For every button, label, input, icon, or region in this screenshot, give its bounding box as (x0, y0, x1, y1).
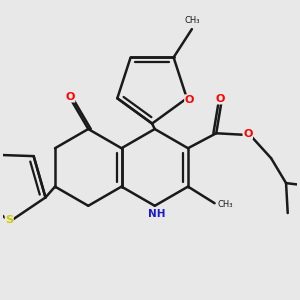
Text: O: O (65, 92, 75, 102)
Text: S: S (5, 215, 13, 225)
Text: O: O (243, 129, 252, 139)
Text: NH: NH (148, 209, 165, 219)
Text: CH₃: CH₃ (217, 200, 232, 209)
Text: CH₃: CH₃ (184, 16, 200, 25)
Text: O: O (216, 94, 225, 104)
Text: O: O (185, 95, 194, 105)
